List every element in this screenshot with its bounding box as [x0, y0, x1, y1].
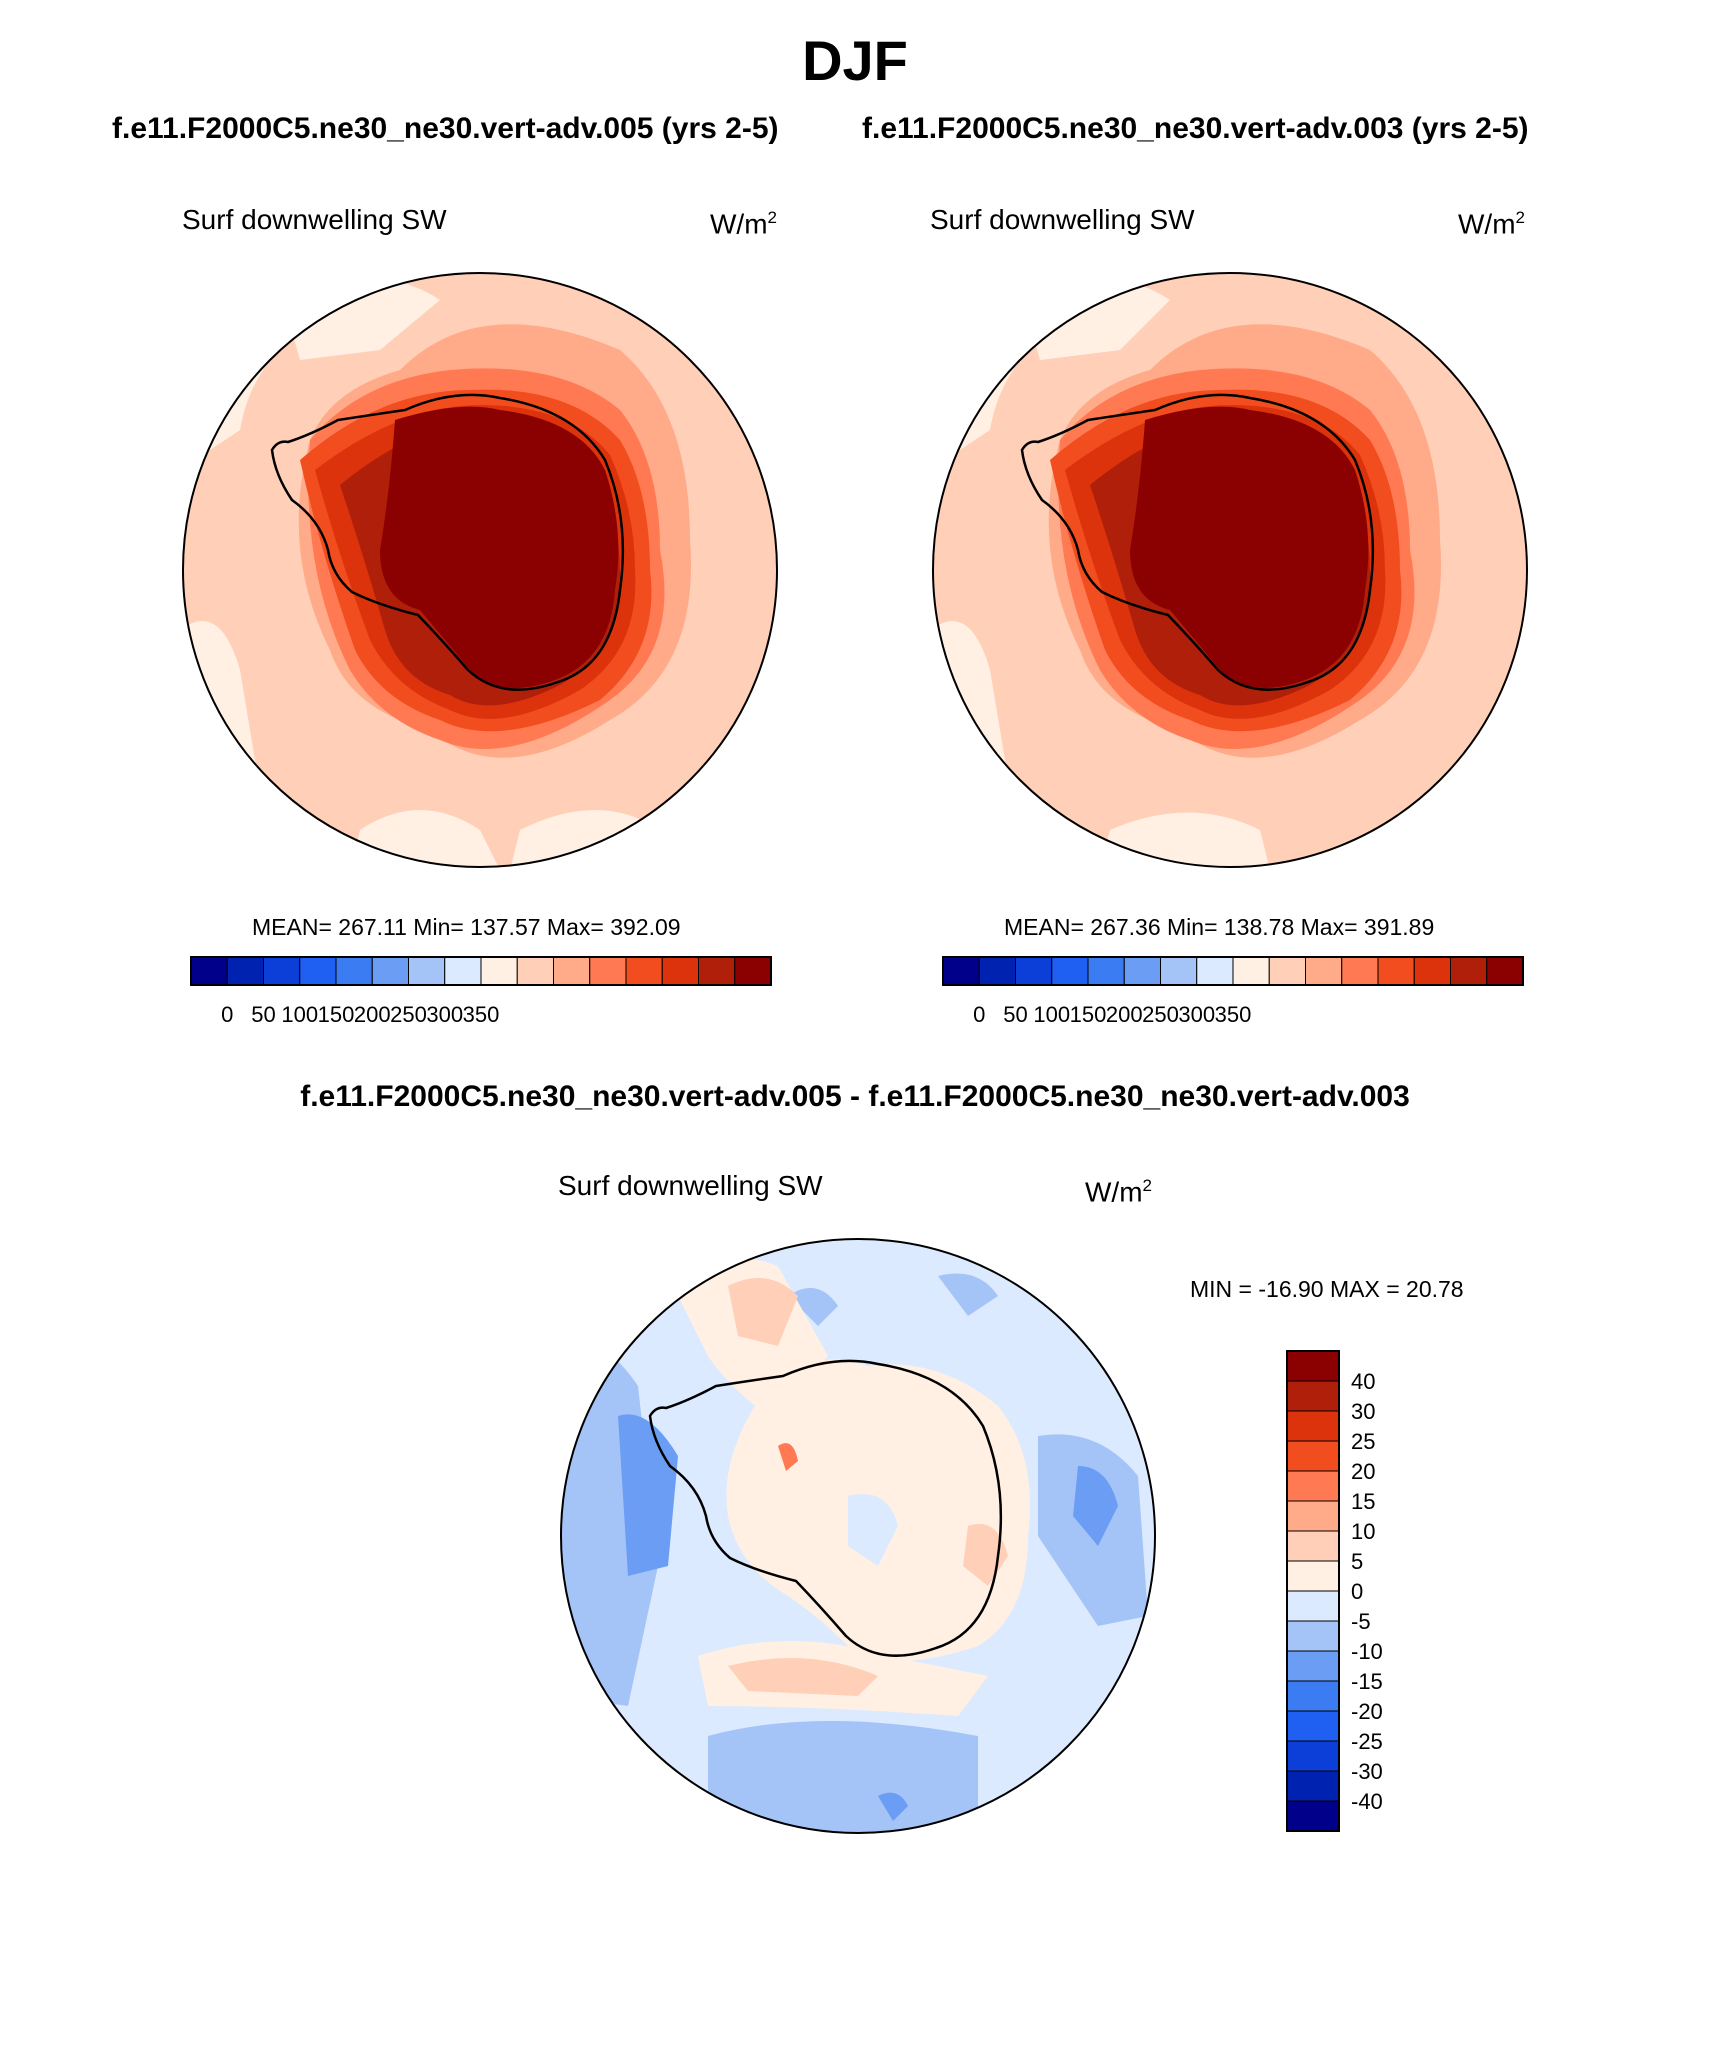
diff-colorbar-swatch: [1286, 1350, 1340, 1382]
panel-b-colorbar-swatch: [1450, 956, 1488, 986]
panel-a-colorbar-tick-label: 100: [281, 1002, 318, 1027]
panel-a-colorbar-swatch: [335, 956, 373, 986]
diff-polar-map: [560, 1238, 1156, 1834]
panel-a-polar-map: [182, 272, 778, 868]
panel-a-colorbar-swatch: [299, 956, 337, 986]
diff-colorbar-tick-label: 25: [1351, 1429, 1375, 1454]
diff-colorbar-swatch: [1286, 1410, 1340, 1442]
panel-b-colorbar-swatch: [1377, 956, 1415, 986]
panel-b-colorbar-swatch: [1268, 956, 1306, 986]
diff-colorbar-tick-label: -20: [1351, 1699, 1383, 1724]
panel-a-colorbar-tick-label: 50: [251, 1002, 275, 1027]
panel-b-colorbar: 0 50 100 150 200 250 300 350: [942, 956, 1524, 1027]
panel-b-stats: MEAN= 267.36 Min= 138.78 Max= 391.89: [1004, 914, 1435, 940]
diff-colorbar-tick-label: -30: [1351, 1759, 1383, 1784]
panel-a-units: W/m2: [710, 208, 777, 240]
panel-b-colorbar-tick-label: 150: [1070, 1002, 1107, 1027]
panel-a-colorbar-tick-label: 300: [426, 1002, 463, 1027]
diff-colorbar-swatch: [1286, 1440, 1340, 1472]
diff-colorbar-swatch: [1286, 1620, 1340, 1652]
panel-b-colorbar-tick-label: 300: [1178, 1002, 1215, 1027]
panel-a-colorbar-tick-label: 200: [354, 1002, 391, 1027]
panel-b-colorbar-swatch: [1160, 956, 1198, 986]
panel-a-colorbar-swatch: [190, 956, 228, 986]
panel-b-colorbar-tick-label: 100: [1033, 1002, 1070, 1027]
panel-b-colorbar-tick-label: 0: [973, 1002, 985, 1027]
panel-b-colorbar-swatch: [942, 956, 980, 986]
panel-b-colorbar-tick-label: 250: [1142, 1002, 1179, 1027]
panel-b-colorbar-swatch: [1015, 956, 1053, 986]
diff-colorbar-tick-label: 10: [1351, 1519, 1375, 1544]
diff-colorbar-tick-label: -40: [1351, 1789, 1383, 1814]
panel-a-colorbar-swatch: [226, 956, 264, 986]
panel-a-colorbar-swatch: [263, 956, 301, 986]
panel-a-colorbar: 0 50 100 150 200 250 300 350: [190, 956, 772, 1027]
panel-a-colorbar-tick-label: 350: [463, 1002, 500, 1027]
panel-b-case-title: f.e11.F2000C5.ne30_ne30.vert-adv.003 (yr…: [862, 112, 1529, 145]
diff-colorbar-tick-label: 0: [1351, 1579, 1363, 1604]
diff-colorbar: 40 30 25 20 15 10 5 0 -5 -10 -15 -20 -25 -30 -40: [1286, 1350, 1383, 1832]
diff-colorbar-tick-label: 5: [1351, 1549, 1363, 1574]
panel-a-colorbar-swatch: [661, 956, 699, 986]
panel-a-colorbar-tick-label: 150: [318, 1002, 355, 1027]
diff-colorbar-swatch: [1286, 1500, 1340, 1532]
diff-stats: MIN = -16.90 MAX = 20.78: [1190, 1276, 1464, 1302]
diff-colorbar-tick-label: -15: [1351, 1669, 1383, 1694]
panel-a-colorbar-tick-label: 250: [390, 1002, 427, 1027]
diff-colorbar-swatch: [1286, 1680, 1340, 1712]
diff-variable-label: Surf downwelling SW: [558, 1170, 823, 1201]
page-title: DJF: [802, 29, 908, 92]
panel-b-colorbar-swatch: [1123, 956, 1161, 986]
panel-a-colorbar-swatch: [444, 956, 482, 986]
panel-a-colorbar-swatch: [553, 956, 591, 986]
panel-b-colorbar-tick-label: 200: [1106, 1002, 1143, 1027]
panel-b-colorbar-tick-label: 350: [1215, 1002, 1252, 1027]
panel-b-colorbar-tick-label: 50: [1003, 1002, 1027, 1027]
panel-a-colorbar-swatch: [480, 956, 518, 986]
diff-colorbar-swatch: [1286, 1770, 1340, 1802]
panel-b-colorbar-swatch: [1413, 956, 1451, 986]
panel-b-polar-map: [932, 272, 1528, 868]
diff-colorbar-swatch: [1286, 1590, 1340, 1622]
diff-colorbar-tick-label: -5: [1351, 1609, 1371, 1634]
diff-colorbar-tick-label: -10: [1351, 1639, 1383, 1664]
panel-a-colorbar-tick-label: 0: [221, 1002, 233, 1027]
panel-b-colorbar-swatch: [1341, 956, 1379, 986]
panel-b-colorbar-swatch: [1305, 956, 1343, 986]
panel-b-colorbar-swatch: [1087, 956, 1125, 986]
panel-a-colorbar-swatch: [734, 956, 772, 986]
diff-case-title: f.e11.F2000C5.ne30_ne30.vert-adv.005 - f…: [300, 1080, 1410, 1113]
diff-colorbar-tick-label: 15: [1351, 1489, 1375, 1514]
panel-b-colorbar-swatch: [978, 956, 1016, 986]
diff-colorbar-tick-label: 20: [1351, 1459, 1375, 1484]
panel-a-colorbar-swatch: [589, 956, 627, 986]
diff-colorbar-swatch: [1286, 1710, 1340, 1742]
panel-b-variable-label: Surf downwelling SW: [930, 204, 1195, 235]
diff-colorbar-swatch: [1286, 1380, 1340, 1412]
diff-colorbar-swatch: [1286, 1470, 1340, 1502]
diff-colorbar-swatch: [1286, 1530, 1340, 1562]
panel-a-colorbar-swatch: [371, 956, 409, 986]
panel-a-colorbar-swatch: [408, 956, 446, 986]
diff-colorbar-swatch: [1286, 1650, 1340, 1682]
diff-colorbar-tick-label: 40: [1351, 1369, 1375, 1394]
panel-a-variable-label: Surf downwelling SW: [182, 204, 447, 235]
diff-colorbar-tick-label: -25: [1351, 1729, 1383, 1754]
panel-b-colorbar-swatch: [1486, 956, 1524, 986]
diff-units: W/m2: [1085, 1176, 1152, 1208]
panel-b-units: W/m2: [1458, 208, 1525, 240]
diff-colorbar-swatch: [1286, 1740, 1340, 1772]
diff-colorbar-swatch: [1286, 1800, 1340, 1832]
panel-a-stats: MEAN= 267.11 Min= 137.57 Max= 392.09: [252, 914, 681, 940]
panel-a-colorbar-swatch: [625, 956, 663, 986]
panel-b-colorbar-swatch: [1232, 956, 1270, 986]
diff-colorbar-swatch: [1286, 1560, 1340, 1592]
panel-a-colorbar-swatch: [698, 956, 736, 986]
panel-b-colorbar-swatch: [1196, 956, 1234, 986]
panel-a-colorbar-swatch: [516, 956, 554, 986]
diff-colorbar-tick-label: 30: [1351, 1399, 1375, 1424]
panel-b-colorbar-swatch: [1051, 956, 1089, 986]
panel-a-case-title: f.e11.F2000C5.ne30_ne30.vert-adv.005 (yr…: [112, 112, 779, 145]
